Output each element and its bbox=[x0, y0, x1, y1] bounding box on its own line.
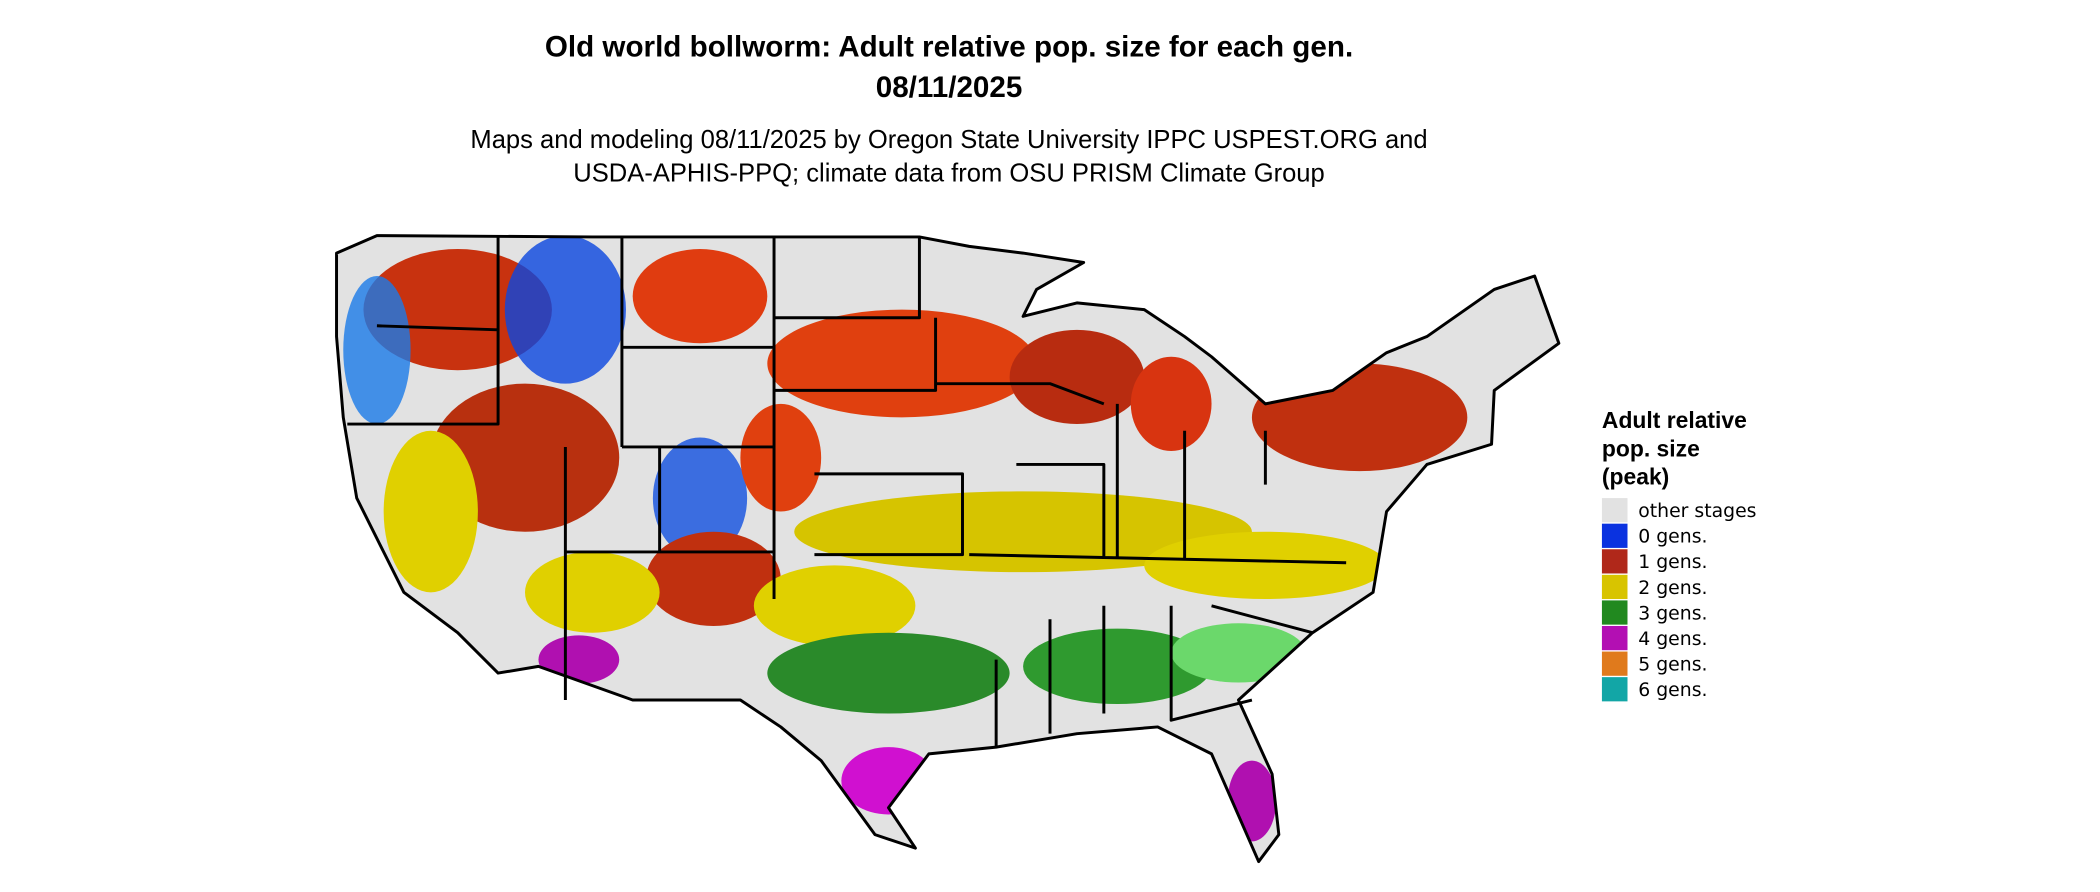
region bbox=[740, 403, 822, 512]
legend-swatch bbox=[1601, 549, 1628, 574]
map bbox=[335, 234, 1561, 864]
region bbox=[1023, 628, 1212, 705]
region bbox=[363, 249, 552, 371]
legend-title: Adult relative bbox=[1602, 407, 1747, 433]
legend-title: (peak) bbox=[1602, 464, 1669, 490]
legend-label: 2 gens. bbox=[1638, 578, 1707, 599]
legend-swatch bbox=[1601, 600, 1628, 625]
legend-label: 4 gens. bbox=[1638, 629, 1707, 650]
legend-swatch bbox=[1601, 498, 1628, 523]
legend-swatch bbox=[1601, 651, 1628, 676]
legend-label: 1 gens. bbox=[1638, 552, 1707, 573]
state-borders bbox=[347, 236, 1347, 748]
region bbox=[525, 551, 660, 633]
legend-title: pop. size bbox=[1602, 435, 1700, 461]
region bbox=[646, 531, 781, 626]
region bbox=[1130, 356, 1212, 451]
subtitle: Maps and modeling 08/11/2025 by Oregon S… bbox=[470, 126, 1427, 154]
region bbox=[841, 747, 936, 815]
region bbox=[1009, 329, 1145, 425]
titles: Old world bollworm: Adult relative pop. … bbox=[470, 31, 1427, 188]
subtitle: USDA-APHIS-PPQ; climate data from OSU PR… bbox=[573, 160, 1324, 188]
legend-swatch bbox=[1601, 523, 1628, 548]
region bbox=[383, 430, 478, 593]
legend-label: 6 gens. bbox=[1638, 680, 1707, 701]
region bbox=[1144, 531, 1387, 600]
region bbox=[652, 437, 748, 559]
region bbox=[538, 635, 620, 684]
title: 08/11/2025 bbox=[876, 71, 1023, 104]
region bbox=[1227, 760, 1277, 842]
legend-label: 0 gens. bbox=[1638, 527, 1707, 548]
legend-swatch bbox=[1601, 625, 1628, 651]
title: Old world bollworm: Adult relative pop. … bbox=[545, 31, 1353, 64]
region bbox=[794, 491, 1252, 573]
region bbox=[753, 565, 916, 647]
region bbox=[504, 235, 626, 384]
region bbox=[430, 383, 620, 532]
region bbox=[632, 249, 768, 344]
legend-swatch bbox=[1601, 677, 1628, 702]
legend-label: 3 gens. bbox=[1638, 603, 1707, 624]
legend-swatch bbox=[1601, 574, 1628, 600]
legend-label: other stages bbox=[1638, 501, 1756, 522]
legend-label: 5 gens. bbox=[1638, 655, 1707, 676]
region bbox=[767, 632, 1010, 714]
region bbox=[1251, 363, 1468, 472]
region bbox=[1171, 623, 1306, 683]
region bbox=[767, 309, 1037, 418]
region bbox=[343, 275, 411, 425]
